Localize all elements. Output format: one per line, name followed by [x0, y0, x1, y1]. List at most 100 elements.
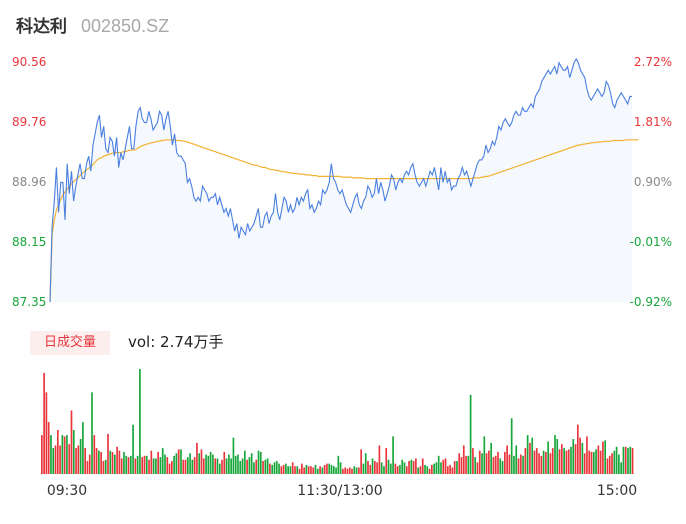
volume-bar [164, 454, 166, 474]
volume-bar [561, 444, 563, 474]
volume-bar [202, 458, 205, 474]
volume-bar [618, 454, 620, 474]
volume-bar [627, 448, 629, 474]
volume-bar [72, 429, 75, 474]
volume-bar [383, 466, 385, 474]
volume-bar [63, 436, 66, 474]
volume-bar [136, 455, 139, 474]
volume-bar [246, 459, 248, 474]
volume-bar [139, 369, 141, 474]
volume-bar [380, 462, 383, 474]
volume-bar [186, 457, 189, 474]
volume-bar [469, 394, 472, 474]
volume-bar [77, 445, 80, 474]
volume-bar [43, 372, 45, 474]
volume-bar [462, 445, 465, 474]
stock-name: 科达利 [16, 17, 67, 37]
volume-bar [497, 451, 499, 474]
volume-bar [216, 458, 219, 474]
volume-bar [330, 464, 333, 474]
volume-bar [296, 466, 299, 474]
volume-bar [111, 451, 114, 474]
volume-bar [314, 464, 317, 474]
volume-bar [344, 467, 347, 474]
volume-bar [264, 459, 267, 474]
avg-price-line [49, 139, 639, 303]
volume-bar [287, 466, 289, 474]
volume-bar [565, 450, 568, 474]
volume-bar [79, 439, 82, 474]
volume-bar [166, 457, 169, 474]
volume-bar [385, 448, 388, 474]
volume-bar [228, 454, 230, 474]
volume-bar [583, 453, 586, 474]
volume-bar [61, 435, 64, 474]
volume-bar [426, 466, 429, 474]
volume-bar [364, 453, 367, 474]
volume-bar [104, 459, 107, 474]
volume-bar [519, 454, 522, 474]
volume-bar [148, 459, 150, 474]
volume-bar [237, 454, 239, 474]
volume-bar [485, 453, 488, 474]
y-right-tick: 2.72% [634, 55, 672, 69]
volume-bar [56, 429, 59, 474]
volume-bar [524, 448, 527, 474]
volume-bar [373, 461, 376, 474]
volume-bar [118, 450, 121, 474]
volume-bar [335, 467, 337, 474]
volume-bar [212, 454, 214, 474]
price-chart: 90.56 89.76 88.96 88.15 87.35 2.72% 1.81% 0.90%… [12, 55, 672, 309]
volume-chart: 09:30 11:30/13:00 15:00 [41, 369, 637, 499]
volume-bar [437, 455, 440, 474]
volume-bar [533, 450, 536, 474]
volume-bar [196, 442, 198, 474]
volume-bar [59, 445, 61, 474]
volume-bar [239, 461, 242, 474]
volume-bar [86, 461, 89, 474]
volume-bar [241, 458, 244, 474]
volume-bar [592, 451, 595, 474]
volume-bar [70, 410, 73, 474]
volume-bar [442, 459, 445, 474]
volume-bar [145, 455, 148, 474]
volume-bar [75, 448, 77, 474]
volume-bar [362, 463, 365, 474]
volume-bar [205, 454, 207, 474]
volume-bar [446, 466, 449, 474]
volume-bar [323, 464, 326, 474]
volume-bar [225, 458, 228, 474]
volume-bar [161, 448, 164, 474]
volume-bar [449, 464, 451, 474]
volume-bar [123, 451, 125, 474]
volume-bar [595, 449, 597, 474]
volume-bar [492, 457, 495, 474]
volume-bar [66, 435, 68, 474]
y-right-tick: 0.90% [634, 175, 672, 189]
volume-bar [129, 455, 132, 474]
volume-bar [424, 464, 426, 474]
volume-bar [499, 458, 502, 474]
volume-bar [613, 450, 616, 474]
volume-bar [95, 448, 98, 474]
volume-bar [513, 455, 515, 474]
volume-bar [551, 448, 554, 474]
volume-bar [207, 455, 210, 474]
volume-bar [608, 455, 611, 474]
volume-bar [440, 462, 442, 474]
volume-bar [494, 455, 497, 474]
volume-bar [421, 458, 424, 474]
volume-bar [45, 392, 48, 474]
volume-bar [360, 449, 362, 474]
volume-bar [387, 459, 390, 474]
volume-bar [127, 457, 130, 474]
volume-bar [143, 455, 146, 474]
volume-bar [535, 448, 538, 474]
volume-bar [191, 459, 194, 474]
volume-bar [478, 450, 481, 474]
y-left-tick: 89.76 [12, 115, 46, 129]
volume-bar [351, 468, 353, 474]
y-left-tick: 88.96 [12, 175, 46, 189]
volume-bar [531, 437, 534, 474]
volume-bar [490, 442, 492, 474]
